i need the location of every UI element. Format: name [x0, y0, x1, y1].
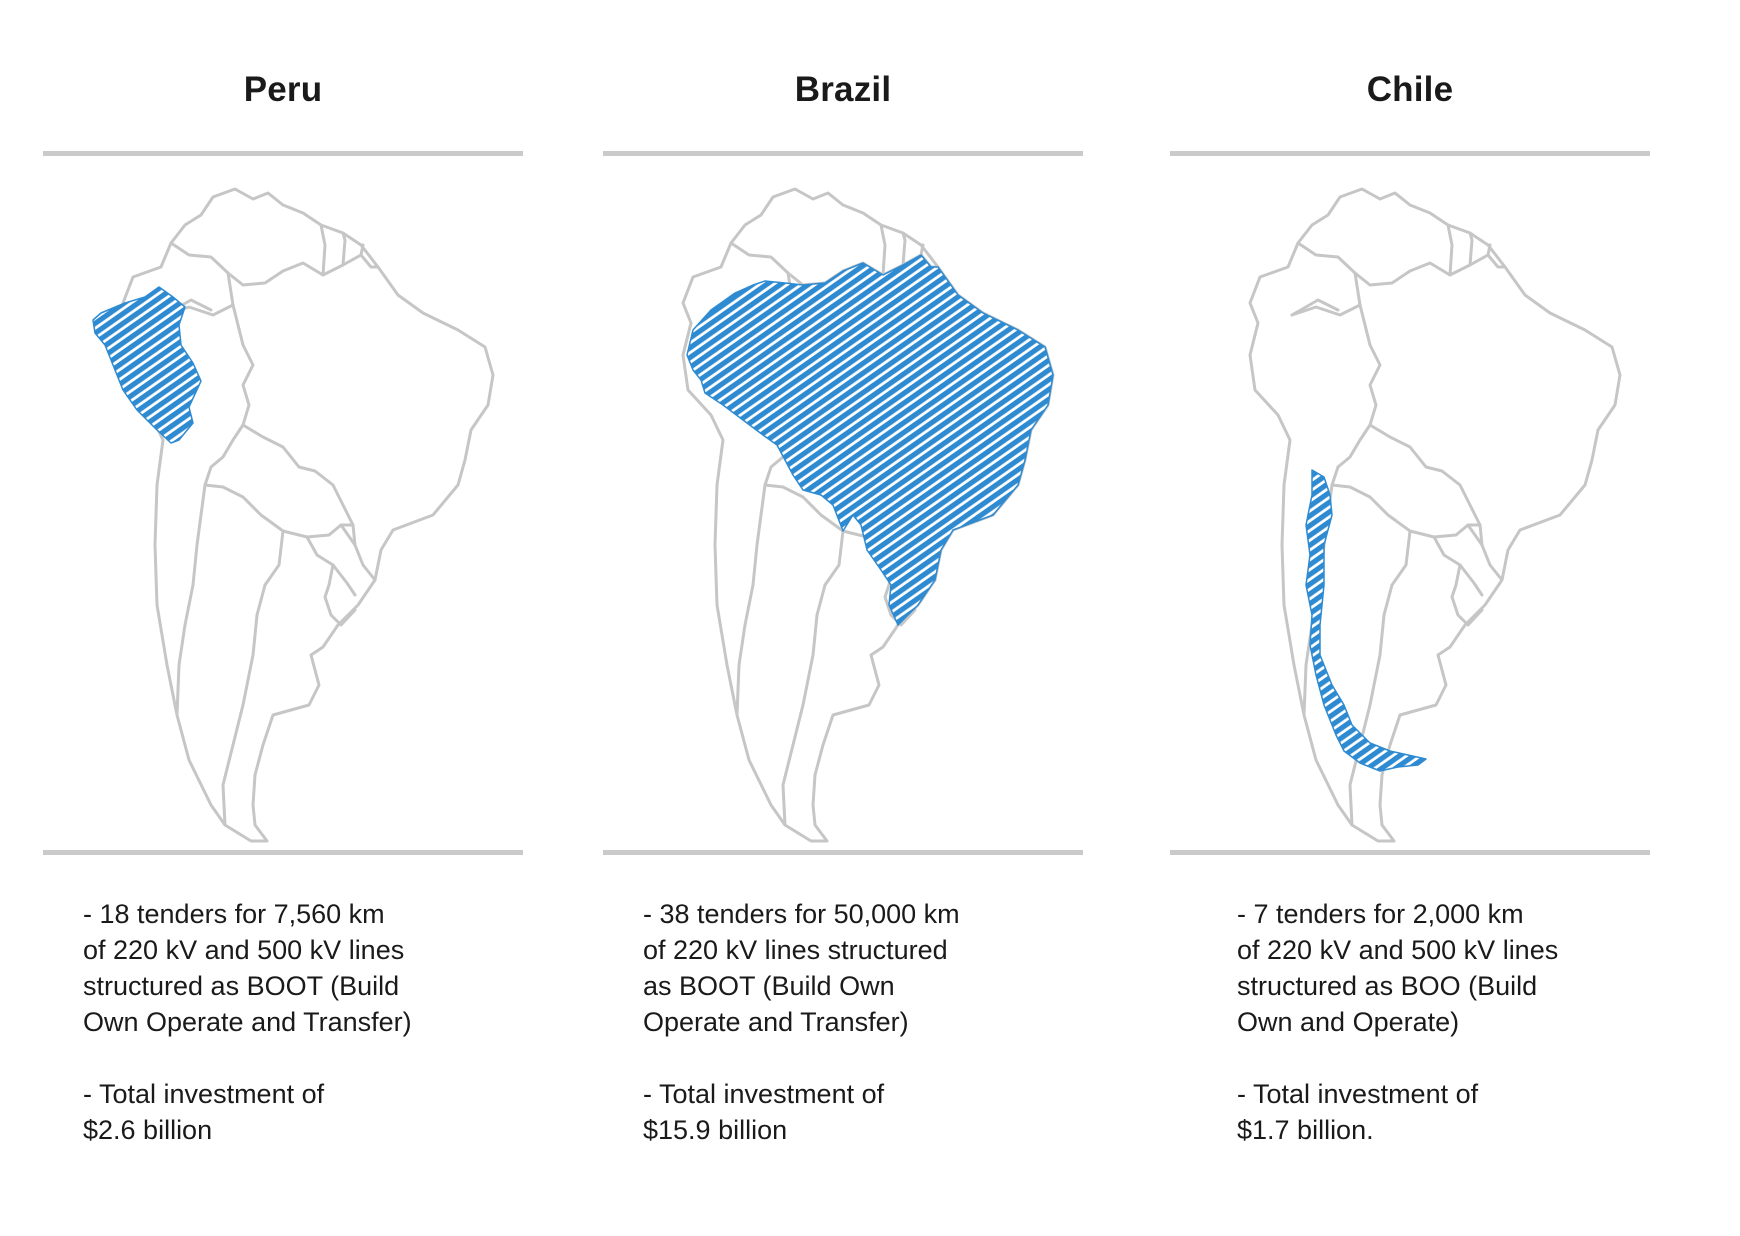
- highlighted-region-brazil: [686, 254, 1054, 626]
- description: - 18 tenders for 7,560 km of 220 kV and …: [83, 896, 483, 1148]
- bottom-divider: [603, 850, 1083, 855]
- highlighted-region-chile: [1305, 469, 1427, 772]
- description-line: Own and Operate): [1237, 1007, 1460, 1037]
- top-divider: [603, 151, 1083, 156]
- description-line: of 220 kV lines structured: [643, 935, 948, 965]
- investment-line: - Total investment of: [643, 1079, 885, 1109]
- bottom-divider: [1170, 850, 1650, 855]
- panel-chile: Chile - 7 tenders for 2,000 km of 220 kV…: [1170, 0, 1650, 1236]
- description-line: - 38 tenders for 50,000 km: [643, 899, 960, 929]
- description: - 7 tenders for 2,000 km of 220 kV and 5…: [1237, 896, 1637, 1148]
- map-south-america: [653, 185, 1063, 843]
- bottom-divider: [43, 850, 523, 855]
- description-line: - 18 tenders for 7,560 km: [83, 899, 385, 929]
- description-line: structured as BOO (Build: [1237, 971, 1538, 1001]
- panel-peru: Peru - 18 tenders for 7,560 km of 220 kV…: [43, 0, 523, 1236]
- panel-title: Chile: [1366, 70, 1454, 109]
- highlighted-region-peru: [92, 286, 202, 444]
- description-line: - 7 tenders for 2,000 km: [1237, 899, 1524, 929]
- description-line: as BOOT (Build Own: [643, 971, 895, 1001]
- description-line: Operate and Transfer): [643, 1007, 909, 1037]
- panel-title: Peru: [243, 70, 323, 109]
- top-divider: [1170, 151, 1650, 156]
- map-south-america: [1220, 185, 1630, 843]
- description-line: structured as BOOT (Build: [83, 971, 400, 1001]
- investment-value: $2.6 billion: [83, 1115, 213, 1145]
- investment-value: $1.7 billion.: [1237, 1115, 1374, 1145]
- panel-brazil: Brazil - 38 tenders for 50,000 km of 220…: [603, 0, 1083, 1236]
- description: - 38 tenders for 50,000 km of 220 kV lin…: [643, 896, 1043, 1148]
- investment-value: $15.9 billion: [643, 1115, 788, 1145]
- description-line: Own Operate and Transfer): [83, 1007, 412, 1037]
- investment-line: - Total investment of: [1237, 1079, 1479, 1109]
- description-line: of 220 kV and 500 kV lines: [1237, 935, 1559, 965]
- panel-title: Brazil: [794, 70, 892, 109]
- top-divider: [43, 151, 523, 156]
- description-line: of 220 kV and 500 kV lines: [83, 935, 405, 965]
- investment-line: - Total investment of: [83, 1079, 325, 1109]
- map-south-america: [92, 185, 503, 843]
